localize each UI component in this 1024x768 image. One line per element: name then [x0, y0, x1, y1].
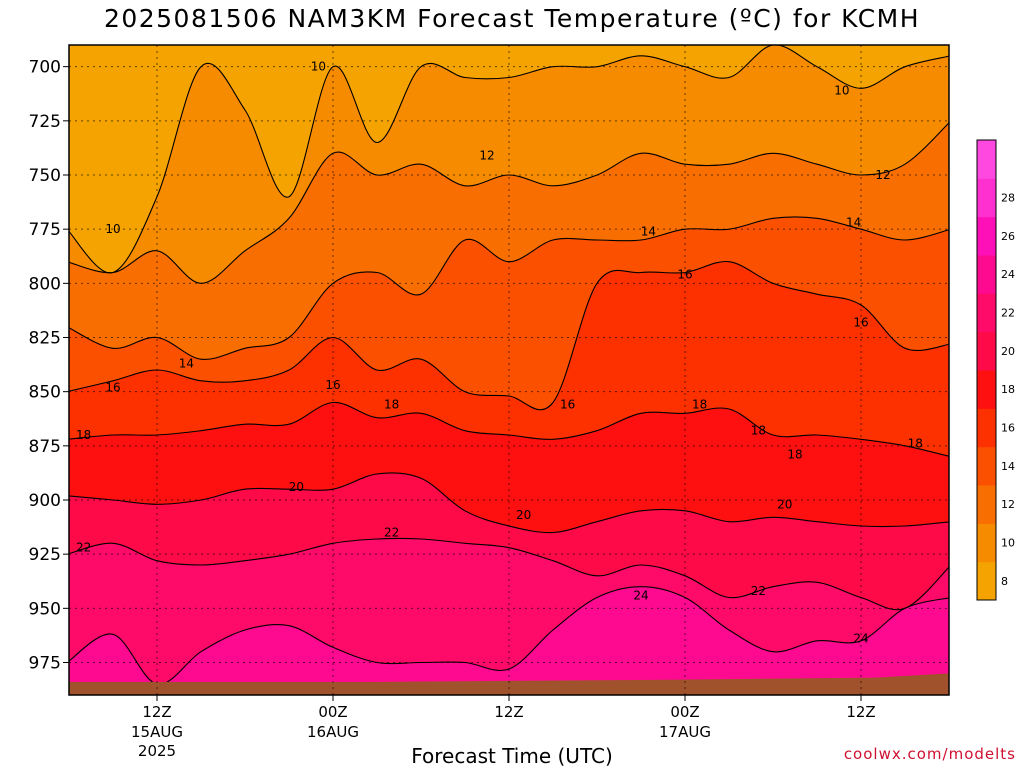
contour-label: 16 — [560, 398, 575, 412]
contour-label: 16 — [325, 378, 340, 392]
contour-label: 20 — [516, 508, 531, 522]
x-axis-title: Forecast Time (UTC) — [411, 744, 613, 768]
colorbar-segment — [977, 331, 996, 371]
contour-22 — [69, 537, 949, 611]
colorbar-frame — [976, 139, 997, 601]
y-tick-label: 800 — [29, 274, 61, 294]
colorbar-segment — [977, 561, 996, 601]
colorbar-label: 18 — [1001, 383, 1015, 396]
contour-label: 18 — [787, 448, 802, 462]
contour-16 — [69, 261, 949, 411]
x-tick-date: 17AUG — [659, 723, 711, 741]
contour-label: 12 — [479, 149, 494, 163]
contour-label: 12 — [875, 168, 890, 182]
x-tick-label: 12Z — [142, 703, 171, 721]
x-tick-label: 12Z — [846, 703, 875, 721]
x-tick-year: 2025 — [138, 742, 176, 760]
colorbar-label: 26 — [1001, 230, 1015, 243]
contour-label: 22 — [751, 584, 766, 598]
colorbar-label: 28 — [1001, 192, 1015, 205]
colorbar-segment — [977, 523, 996, 563]
colorbar-label: 14 — [1001, 460, 1015, 473]
x-tick-label: 00Z — [670, 703, 699, 721]
y-tick-label: 900 — [29, 491, 61, 511]
contour-label: 22 — [76, 541, 91, 555]
contour-label: 18 — [692, 398, 707, 412]
contour-label: 18 — [908, 437, 923, 451]
ground-surface — [69, 673, 949, 695]
y-tick-label: 975 — [29, 654, 61, 674]
contour-label: 10 — [311, 60, 326, 74]
gridlines — [69, 45, 949, 695]
contour-label: 20 — [289, 480, 304, 494]
colorbar-segment — [977, 408, 996, 448]
colorbar-segment — [977, 140, 996, 179]
contour-label: 10 — [105, 222, 120, 236]
y-tick-label: 950 — [29, 599, 61, 619]
colorbar-segment — [977, 485, 996, 524]
colorbar-segment — [977, 370, 996, 409]
y-tick-label: 925 — [29, 545, 61, 565]
colorbar: 8 10 12 14 16 18 20 22 24 26 28 — [976, 139, 1015, 601]
colorbar-segment — [977, 446, 996, 486]
colorbar-label: 12 — [1001, 498, 1015, 511]
contour-labels: 10 10 10 12 12 14 14 14 16 16 16 16 16 18 18 18 18 18 18 20… — [76, 60, 923, 646]
colorbar-label: 24 — [1001, 268, 1015, 281]
contour-label: 10 — [834, 84, 849, 98]
chart-title: 2025081506 NAM3KM Forecast Temperature (… — [103, 4, 921, 33]
colorbar-segment — [977, 216, 996, 256]
y-tick-label: 850 — [29, 383, 61, 403]
contour-label: 14 — [179, 357, 194, 371]
colorbar-label: 16 — [1001, 422, 1015, 435]
y-tick-label: 875 — [29, 437, 61, 457]
colorbar-segment — [977, 255, 996, 294]
contour-label: 22 — [384, 526, 399, 540]
colorbar-label: 22 — [1001, 307, 1015, 320]
ground-fill — [69, 673, 949, 695]
contour-label: 18 — [384, 398, 399, 412]
colorbar-label: 10 — [1001, 537, 1015, 550]
colorbar-label: 20 — [1001, 345, 1015, 358]
colorbar-label: 8 — [1001, 575, 1008, 588]
x-tick-date: 16AUG — [307, 723, 359, 741]
y-tick-label: 750 — [29, 166, 61, 186]
contour-label: 16 — [677, 268, 692, 282]
colorbar-segment — [977, 178, 996, 218]
y-tick-label: 725 — [29, 112, 61, 132]
contour-label: 24 — [633, 588, 648, 602]
y-tick-label: 700 — [29, 58, 61, 78]
contour-label: 24 — [853, 632, 868, 646]
contour-label: 16 — [853, 315, 868, 329]
x-tick-label: 00Z — [318, 703, 347, 721]
y-axis-ticks: 700 725 750 775 800 825 850 875 900 925 950 975 — [29, 58, 69, 674]
contour-label: 14 — [641, 224, 656, 238]
contour-label: 16 — [105, 380, 120, 394]
contour-label: 18 — [751, 424, 766, 438]
contour-label: 18 — [76, 428, 91, 442]
band-above-24 — [69, 586, 949, 695]
y-tick-label: 775 — [29, 220, 61, 240]
credit-link[interactable]: coolwx.com/modelts — [843, 745, 1016, 763]
contour-label: 14 — [846, 216, 861, 230]
colorbar-segment — [977, 293, 996, 333]
x-tick-label: 12Z — [494, 703, 523, 721]
contour-label: 20 — [777, 497, 792, 511]
x-tick-date: 15AUG — [131, 723, 183, 741]
y-tick-label: 825 — [29, 329, 61, 349]
